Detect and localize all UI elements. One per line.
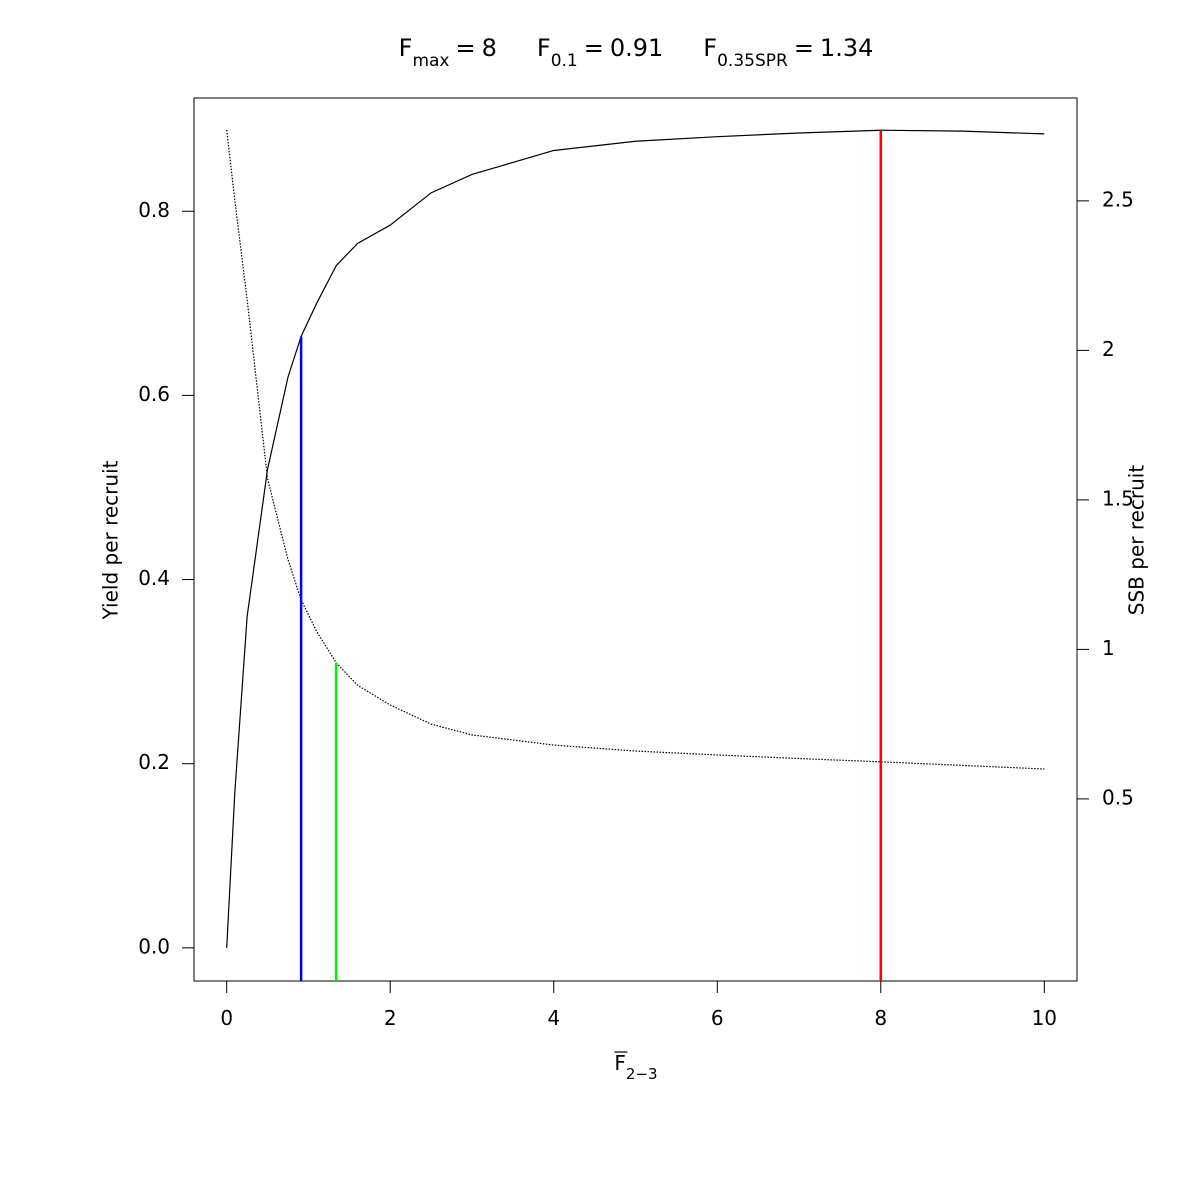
y-tick-label: 0.4 bbox=[138, 566, 170, 590]
y2-tick-label: 0.5 bbox=[1102, 785, 1134, 809]
x-tick-label: 8 bbox=[874, 1006, 887, 1030]
y-tick-label: 0.2 bbox=[138, 750, 170, 774]
y2-tick-label: 2 bbox=[1102, 337, 1115, 361]
title-symbol: F bbox=[537, 34, 551, 62]
y2-axis-label: SSB per recruit bbox=[1125, 465, 1149, 616]
y2-tick-label: 2.5 bbox=[1102, 187, 1134, 211]
title-value: 0.91 bbox=[610, 34, 663, 62]
y-axis-label: Yield per recruit bbox=[99, 460, 123, 620]
y-tick-label: 0.0 bbox=[138, 934, 170, 958]
title-symbol: F bbox=[703, 34, 717, 62]
title-subscript: max bbox=[412, 51, 449, 71]
title-subscript: 0.35SPR bbox=[717, 51, 788, 71]
x-axis-label: F2−3 bbox=[614, 1051, 657, 1083]
plot-frame bbox=[193, 97, 1078, 982]
x-tick-label: 2 bbox=[384, 1006, 397, 1030]
curve bbox=[226, 129, 1045, 770]
title-value: 1.34 bbox=[820, 34, 873, 62]
chart-title: Fmax = 8 F0.1 = 0.91 F0.35SPR = 1.34 bbox=[399, 34, 874, 71]
curve bbox=[226, 129, 1045, 948]
x-tick-label: 0 bbox=[220, 1006, 233, 1030]
title-subscript: 0.1 bbox=[551, 51, 578, 71]
y-tick-label: 0.8 bbox=[138, 198, 170, 222]
x-label-symbol: F bbox=[614, 1051, 626, 1075]
title-symbol: F bbox=[399, 34, 413, 62]
x-tick-label: 6 bbox=[711, 1006, 724, 1030]
x-tick-label: 4 bbox=[547, 1006, 560, 1030]
title-relation: = bbox=[794, 34, 814, 62]
y2-tick-label: 1.5 bbox=[1102, 486, 1134, 510]
title-relation: = bbox=[455, 34, 475, 62]
y-tick-label: 0.6 bbox=[138, 382, 170, 406]
x-tick-label: 10 bbox=[1032, 1006, 1057, 1030]
x-label-subscript: 2−3 bbox=[626, 1065, 658, 1083]
title-value: 8 bbox=[482, 34, 497, 62]
title-relation: = bbox=[584, 34, 604, 62]
y2-tick-label: 1 bbox=[1102, 636, 1115, 660]
